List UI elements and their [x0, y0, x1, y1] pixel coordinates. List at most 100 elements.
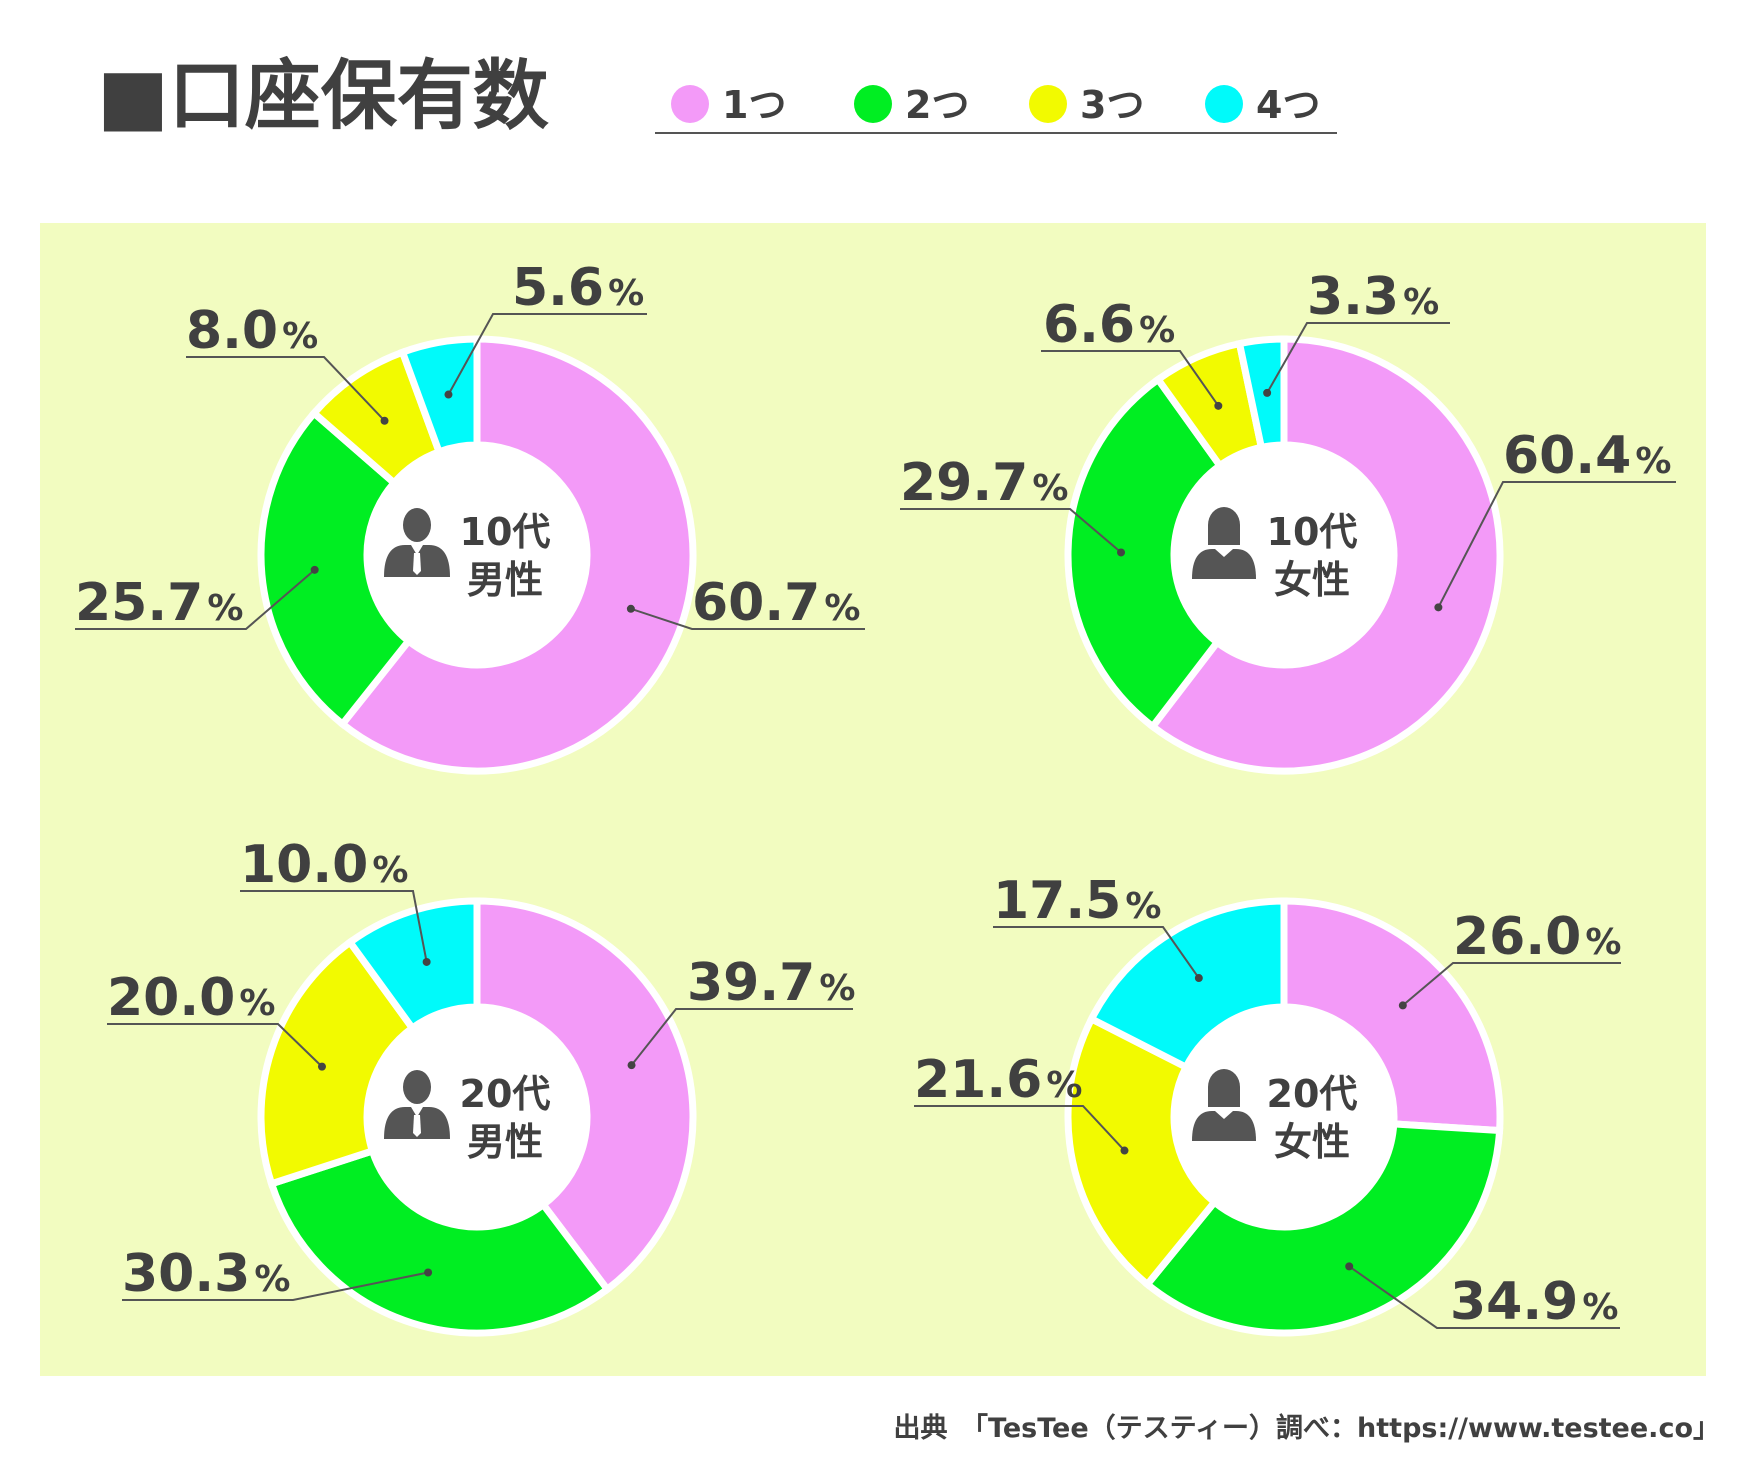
data-label-3: 8.0% — [186, 301, 318, 361]
woman-body — [1192, 1111, 1256, 1141]
data-label-percent: % — [1139, 310, 1175, 351]
leader-line-1 — [630, 607, 865, 630]
donut-outer-ring — [258, 898, 696, 1336]
center-label-age: 20代 — [460, 1072, 551, 1116]
data-label-2: 29.7% — [900, 453, 1068, 513]
data-label-value: 29.7 — [900, 453, 1028, 513]
leader-dot-1 — [627, 1061, 636, 1070]
center-label-gender: 女性 — [1274, 1120, 1350, 1164]
man-icon — [384, 1070, 450, 1139]
leader-line-2 — [75, 569, 316, 630]
data-label-percent: % — [608, 273, 644, 314]
source-note: 出典 「TesTee（テスティー）調べ：https://www.testee.c… — [894, 1412, 1721, 1444]
woman-icon — [1192, 1069, 1256, 1141]
leader-dot-4 — [1194, 974, 1203, 983]
leader-line-2 — [1348, 1265, 1620, 1329]
data-label-1: 60.4% — [1503, 426, 1671, 486]
man-tie — [413, 1115, 421, 1137]
data-label-3: 20.0% — [107, 968, 275, 1028]
legend-item-4: 4つ — [1205, 83, 1320, 127]
leader-dot-4 — [444, 390, 453, 399]
legend-swatch — [671, 85, 709, 123]
data-label-percent: % — [282, 316, 318, 357]
leader-line-3 — [914, 1105, 1126, 1152]
center-label-age: 10代 — [460, 510, 551, 554]
leader-dot-4 — [422, 957, 431, 966]
data-label-percent: % — [1032, 468, 1068, 509]
leader-dot-3 — [1214, 401, 1223, 410]
data-label-value: 17.5 — [993, 871, 1121, 931]
leader-dot-1 — [1398, 1001, 1407, 1010]
donut-hole — [367, 445, 587, 665]
donut-outer-ring — [1065, 898, 1503, 1336]
data-label-value: 60.4 — [1503, 426, 1631, 486]
data-label-value: 60.7 — [692, 573, 820, 633]
data-label-1: 26.0% — [1453, 907, 1621, 967]
woman-collar — [1215, 549, 1233, 557]
data-label-4: 17.5% — [993, 871, 1161, 931]
data-label-value: 8.0 — [186, 301, 278, 361]
leader-line-3 — [107, 1023, 323, 1068]
data-label-percent: % — [207, 588, 243, 629]
woman-icon — [1192, 507, 1256, 579]
legend-item-2: 2つ — [854, 83, 969, 127]
man-tie — [413, 553, 421, 575]
data-label-percent: % — [1635, 441, 1671, 482]
data-label-value: 20.0 — [107, 968, 235, 1028]
leader-dot-4 — [1263, 388, 1272, 397]
donut-outer-ring — [258, 336, 696, 774]
legend-label: 3つ — [1080, 83, 1144, 127]
leader-line-2 — [900, 508, 1122, 554]
leader-line-1 — [630, 1008, 853, 1066]
data-label-3: 6.6% — [1043, 295, 1175, 355]
woman-hair — [1208, 1069, 1240, 1107]
legend-swatch — [1205, 85, 1243, 123]
leader-dot-3 — [317, 1062, 326, 1071]
data-label-percent: % — [819, 968, 855, 1009]
data-label-value: 6.6 — [1043, 295, 1135, 355]
page-title: ■口座保有数 — [97, 51, 549, 140]
data-label-value: 25.7 — [75, 573, 203, 633]
leader-line-3 — [186, 356, 386, 422]
data-label-2: 34.9% — [1450, 1272, 1618, 1332]
man-icon — [384, 508, 450, 577]
data-label-2: 25.7% — [75, 573, 243, 633]
legend-label: 4つ — [1256, 83, 1320, 127]
leader-line-1 — [1437, 481, 1676, 608]
data-label-value: 39.7 — [687, 953, 815, 1013]
leader-dot-2 — [1117, 548, 1126, 557]
data-label-percent: % — [1125, 886, 1161, 927]
data-label-percent: % — [1046, 1065, 1082, 1106]
data-label-percent: % — [1585, 922, 1621, 963]
woman-hair — [1208, 507, 1240, 545]
leader-line-4 — [993, 926, 1200, 979]
data-label-1: 60.7% — [692, 573, 860, 633]
legend-label: 2つ — [905, 83, 969, 127]
legend-swatch — [1029, 85, 1067, 123]
data-label-percent: % — [254, 1259, 290, 1300]
data-label-value: 21.6 — [914, 1050, 1042, 1110]
data-label-percent: % — [824, 588, 860, 629]
man-collar — [411, 1107, 423, 1117]
data-label-1: 39.7% — [687, 953, 855, 1013]
woman-collar — [1215, 1111, 1233, 1119]
leader-line-2 — [122, 1271, 429, 1301]
data-label-2: 30.3% — [122, 1244, 290, 1304]
data-label-percent: % — [239, 983, 275, 1024]
leader-dot-2 — [1345, 1262, 1354, 1271]
data-label-value: 26.0 — [1453, 907, 1581, 967]
leader-dot-1 — [1434, 603, 1443, 612]
data-label-value: 34.9 — [1450, 1272, 1578, 1332]
leader-dot-2 — [424, 1268, 433, 1277]
data-label-value: 30.3 — [122, 1244, 250, 1304]
data-label-percent: % — [1582, 1287, 1618, 1328]
leader-dot-1 — [626, 604, 635, 613]
leader-line-1 — [1402, 962, 1621, 1007]
center-label-gender: 男性 — [467, 1120, 543, 1164]
